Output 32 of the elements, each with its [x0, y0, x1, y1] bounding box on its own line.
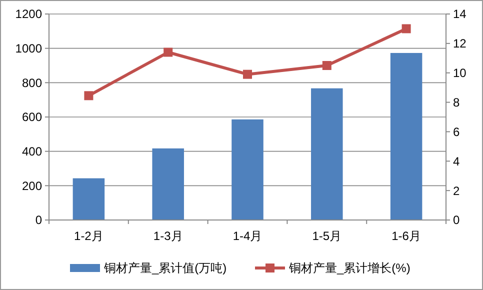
y-tick-label: 600 [22, 110, 42, 124]
bar [72, 178, 105, 220]
y-tick-label: 1200 [15, 7, 42, 22]
x-tick-label: 1-2月 [74, 229, 104, 243]
point [243, 70, 252, 79]
bar [152, 148, 184, 220]
point [84, 91, 94, 100]
y2-tick-label: 4 [453, 154, 460, 168]
point [402, 24, 411, 34]
bar [232, 119, 264, 220]
x-tick-label: 1-5月 [312, 229, 342, 243]
y2-tick-label: 6 [453, 124, 460, 139]
bar [390, 52, 422, 220]
y-tick-label: 200 [22, 178, 42, 193]
y-tick-label: 400 [22, 144, 42, 159]
bar [311, 88, 343, 220]
y2-tick-label: 14 [453, 7, 467, 22]
x-tick-label: 1-4月 [232, 229, 262, 243]
y-tick-label: 0 [35, 213, 42, 228]
y-tick-label: 800 [22, 76, 42, 90]
y2-tick-label: 0 [453, 213, 460, 228]
y2-tick-label: 2 [453, 184, 460, 198]
point [322, 61, 332, 70]
legend-label: 铜材产量_累计增长(%) [288, 261, 410, 276]
point [164, 48, 173, 57]
x-tick-label: 1-6月 [392, 229, 421, 243]
x-tick-label: 1-3月 [153, 229, 183, 243]
y2-tick-label: 10 [453, 66, 467, 80]
y2-tick-label: 8 [453, 95, 460, 110]
y-tick-label: 1000 [15, 42, 42, 56]
y2-tick-label: 12 [453, 36, 467, 51]
legend-label: 铜材产量_累计值(万吨) [103, 261, 227, 276]
